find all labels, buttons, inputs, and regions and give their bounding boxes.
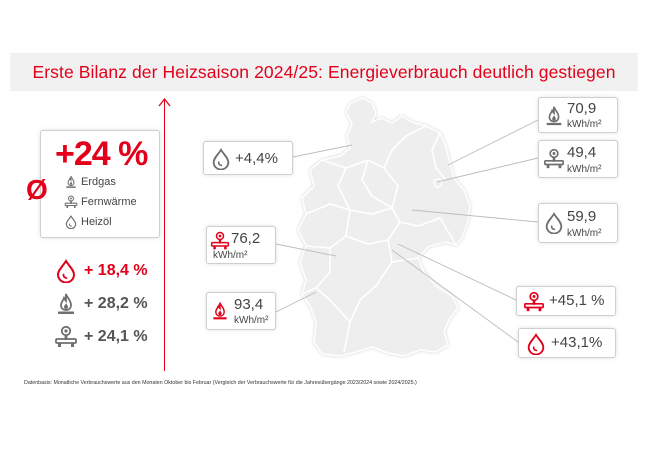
- gas-flame-icon: [54, 292, 78, 316]
- legend-item-fernwaerme: Fernwärme: [64, 194, 137, 210]
- oil-drop-icon: [210, 148, 232, 170]
- legend-label: Erdgas: [81, 176, 116, 188]
- change-value: + 28,2 %: [84, 295, 148, 312]
- callout-value: 70,9: [567, 100, 597, 117]
- change-value: + 18,4 %: [84, 262, 148, 279]
- germany-outline: [297, 97, 471, 357]
- increase-axis-line: [164, 100, 166, 371]
- callout-value: 49,4: [567, 144, 597, 161]
- callout-value: +45,1 %: [549, 292, 605, 309]
- district-heating-icon: [210, 231, 230, 251]
- callout-value: 76,2: [231, 230, 261, 247]
- callout-south-district: +45,1 %: [516, 286, 616, 316]
- callout-value: 93,4: [234, 296, 264, 313]
- footnote: Datenbasis: Monatliche Verbrauchswerte a…: [24, 380, 417, 386]
- oil-drop-icon: [54, 259, 78, 283]
- callout-value: +4,4%: [235, 150, 278, 167]
- legend-item-heizoel: Heizöl: [64, 214, 112, 230]
- legend-label: Heizöl: [81, 216, 112, 228]
- district-heating-icon: [543, 148, 565, 170]
- callout-unit: kWh/m²: [567, 164, 602, 175]
- callout-north-west: +4,4%: [203, 141, 293, 175]
- callout-unit: kWh/m²: [234, 315, 269, 326]
- average-symbol: Ø: [26, 174, 48, 205]
- callout-leader-lines: [275, 119, 539, 343]
- district-heating-icon: [64, 195, 78, 209]
- callout-south-oil: +43,1%: [518, 328, 616, 358]
- oil-drop-icon: [64, 215, 78, 229]
- district-heating-icon: [523, 291, 545, 313]
- callout-value: 59,9: [567, 208, 597, 225]
- gas-flame-icon: [543, 104, 565, 128]
- national-change-gas: + 28,2 %: [54, 291, 148, 317]
- gas-flame-icon: [210, 299, 230, 323]
- title-bar: Erste Bilanz der Heizsaison 2024/25: Ene…: [10, 53, 638, 91]
- legend-item-erdgas: Erdgas: [64, 174, 116, 190]
- national-change-district: + 24,1 %: [54, 324, 148, 350]
- average-box: +24 %: [40, 130, 160, 238]
- callout-east-oil: 59,9 kWh/m²: [538, 203, 618, 243]
- callout-value: +43,1%: [551, 334, 603, 351]
- oil-drop-icon: [543, 212, 565, 234]
- callout-unit: kWh/m²: [213, 250, 248, 261]
- national-change-oil: + 18,4 %: [54, 258, 148, 284]
- oil-drop-icon: [525, 333, 547, 355]
- gas-flame-icon: [64, 175, 78, 189]
- page-title: Erste Bilanz der Heizsaison 2024/25: Ene…: [32, 62, 616, 82]
- callout-east-district: 49,4 kWh/m²: [538, 140, 618, 178]
- state-borders: [301, 125, 457, 353]
- callout-unit: kWh/m²: [567, 228, 602, 239]
- district-heating-icon: [54, 325, 78, 349]
- callout-north-east-gas: 70,9 kWh/m²: [538, 97, 618, 133]
- arrow-up-icon: [158, 97, 171, 107]
- change-value: + 24,1 %: [84, 328, 148, 345]
- average-value: +24 %: [55, 135, 148, 173]
- legend-label: Fernwärme: [81, 196, 137, 208]
- callout-south-west-gas: 93,4 kWh/m²: [206, 292, 276, 330]
- callout-unit: kWh/m²: [567, 119, 602, 130]
- callout-west-district: 76,2 kWh/m²: [206, 226, 276, 264]
